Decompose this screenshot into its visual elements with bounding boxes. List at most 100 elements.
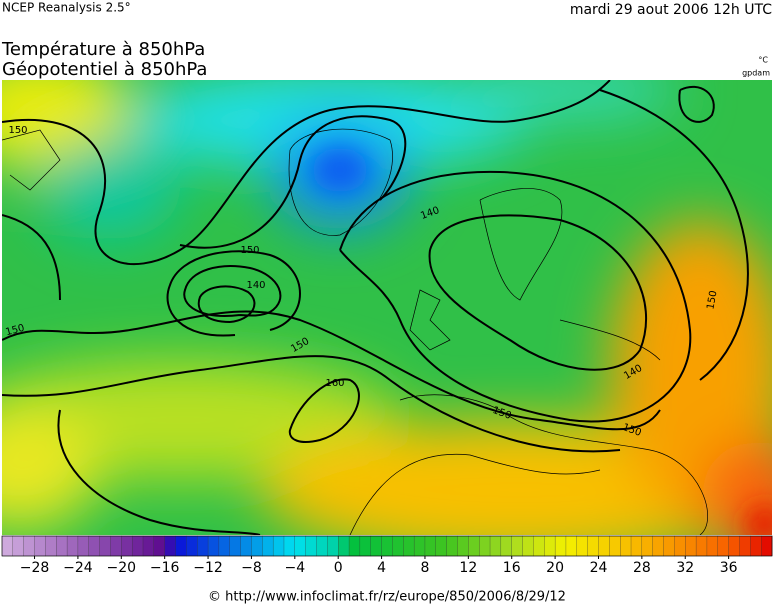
- colorbar-cell: [424, 535, 437, 557]
- colorbar-cell: [218, 535, 231, 557]
- contour-label: 140: [246, 280, 265, 291]
- colorbar-cell: [446, 535, 458, 557]
- colorbar-tick-label: −8: [241, 560, 262, 576]
- colorbar-cell: [207, 535, 220, 557]
- colorbar-cell: [316, 535, 328, 557]
- colorbar-cell: [489, 535, 502, 557]
- colorbar-cell: [761, 535, 773, 557]
- colorbar-cell: [99, 535, 111, 557]
- colorbar-cell: [66, 535, 79, 557]
- contour-label: 150: [8, 125, 27, 136]
- title: Géopotentiel à 850hPa: [2, 59, 207, 80]
- colorbar-cell: [554, 535, 567, 557]
- colorbar-tick-label: 4: [377, 560, 386, 576]
- colorbar-cell: [392, 535, 404, 557]
- colorbar-cell: [348, 535, 361, 557]
- colorbar-cell: [381, 535, 393, 557]
- colorbar-tick-label: −28: [20, 560, 50, 576]
- colorbar-cell: [23, 535, 35, 557]
- footer: © http://www.infoclimat.fr/rz/europe/850…: [208, 590, 566, 605]
- colorbar-cell: [45, 535, 57, 557]
- colorbar-cell: [435, 535, 448, 557]
- colorbar-cell: [652, 535, 664, 557]
- source: NCEP Reanalysis 2.5°: [2, 1, 131, 15]
- colorbar-tick-label: 24: [590, 560, 608, 576]
- colorbar-cell: [197, 535, 209, 557]
- colorbar-cell: [175, 535, 187, 557]
- colorbar-cell: [695, 535, 708, 557]
- unit: gpdam: [742, 69, 770, 78]
- colorbar-cell: [403, 535, 415, 557]
- colorbar-cell: [706, 535, 719, 557]
- colorbar-cell: [500, 535, 513, 557]
- colorbar-cell: [609, 535, 621, 557]
- colorbar-cell: [587, 535, 599, 557]
- colorbar-tick-label: −20: [107, 560, 137, 576]
- colorbar-cell: [283, 535, 296, 557]
- colorbar-cell: [620, 535, 632, 557]
- colorbar-cell: [413, 535, 426, 557]
- colorbar-cell: [598, 535, 610, 557]
- colorbar-cell: [674, 535, 686, 557]
- colorbar-cell: [12, 535, 25, 557]
- colorbar-tick-label: 12: [459, 560, 477, 576]
- colorbar-tick-label: −4: [284, 560, 305, 576]
- colorbar-cell: [272, 535, 285, 557]
- colorbar-cell: [359, 535, 372, 557]
- colorbar-frame: [1, 535, 773, 557]
- colorbar-cell: [240, 535, 252, 557]
- colorbar-cell: [164, 535, 176, 557]
- colorbar-cell: [750, 535, 762, 557]
- colorbar-tick-label: 32: [676, 560, 694, 576]
- colorbar-tick-label: 28: [633, 560, 651, 576]
- colorbar-cell: [121, 535, 133, 557]
- colorbar-cell: [251, 535, 263, 557]
- colorbar-cell: [34, 535, 46, 557]
- colorbar-cell: [131, 535, 144, 557]
- colorbar-cell: [229, 535, 242, 557]
- colorbar-cell: [728, 535, 740, 557]
- colorbar-cell: [522, 535, 534, 557]
- contours: [2, 80, 749, 535]
- colorbar-cell: [77, 535, 90, 557]
- colorbar-cell: [142, 535, 155, 557]
- contour-label: 150: [240, 245, 259, 256]
- colorbar-tick-label: 8: [420, 560, 429, 576]
- colorbar-cell: [717, 535, 730, 557]
- title: Température à 850hPa: [1, 39, 205, 60]
- colorbar-cell: [533, 535, 545, 557]
- colorbar-cell: [685, 535, 697, 557]
- colorbar-tick-label: −24: [63, 560, 93, 576]
- colorbar-cell: [1, 535, 14, 557]
- colorbar-cell: [565, 535, 578, 557]
- colorbar-cell: [338, 535, 350, 557]
- colorbar-cell: [88, 535, 101, 557]
- colorbar-cell: [457, 535, 469, 557]
- colorbar-cell: [262, 535, 274, 557]
- date: mardi 29 aout 2006 12h UTC: [570, 2, 772, 18]
- colorbar-cell: [370, 535, 383, 557]
- colorbar-tick-label: 16: [503, 560, 521, 576]
- unit: °C: [758, 56, 768, 65]
- colorbar-cell: [327, 535, 339, 557]
- coastlines: [2, 128, 709, 535]
- contour-label: 150: [4, 323, 25, 339]
- colorbar-cell: [153, 535, 166, 557]
- colorbar-tick-label: 36: [720, 560, 738, 576]
- colorbar-cell: [56, 535, 68, 557]
- colorbar-cell: [186, 535, 198, 557]
- colorbar-cell: [544, 535, 556, 557]
- colorbar-cell: [739, 535, 751, 557]
- colorbar-tick-label: −12: [193, 560, 223, 576]
- colorbar-cell: [630, 535, 643, 557]
- colorbar-cell: [576, 535, 589, 557]
- colorbar-cell: [305, 535, 317, 557]
- colorbar-tick-label: −16: [150, 560, 180, 576]
- contour-label: 150: [705, 290, 719, 311]
- colorbar-cell: [468, 535, 480, 557]
- colorbar-cell: [110, 535, 122, 557]
- colorbar-cell: [294, 535, 307, 557]
- colorbar-cell: [479, 535, 491, 557]
